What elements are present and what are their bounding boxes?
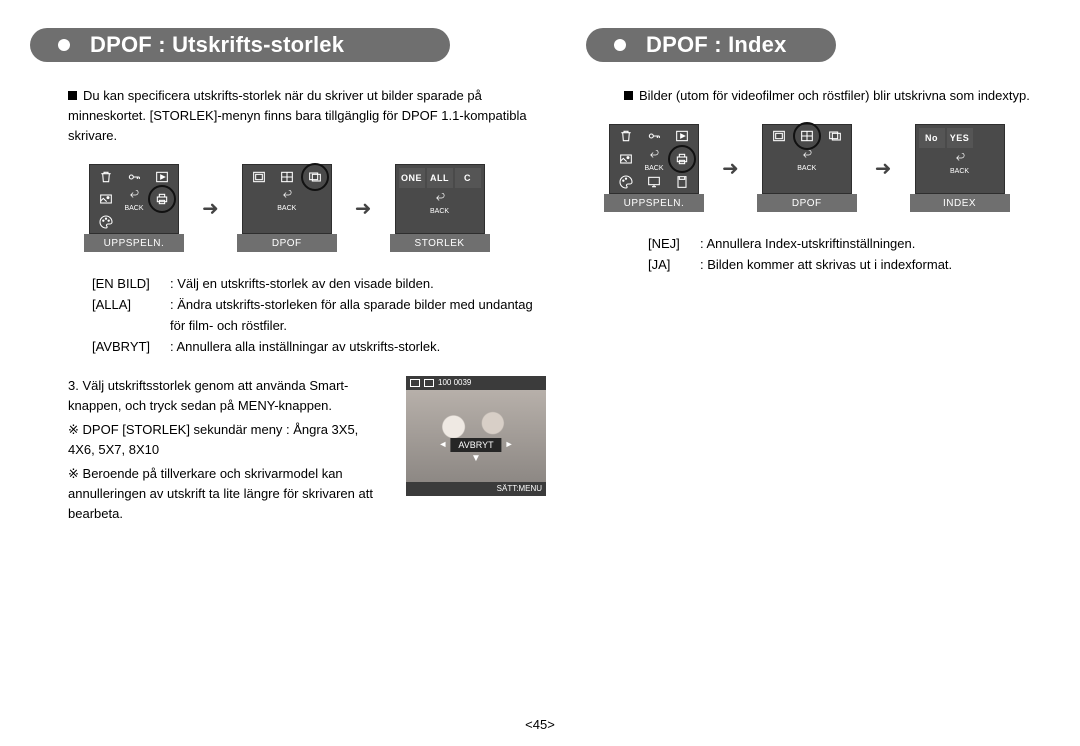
def-term: [EN BILD] — [92, 274, 170, 295]
preview-set-label: SÄTT:MENU — [497, 484, 542, 493]
lcd-preview: 100 0039 AVBRYT ▼ SÄTT:MENU — [406, 376, 546, 496]
heading-title: DPOF : Index — [646, 32, 787, 58]
printer-icon — [669, 147, 695, 172]
intro-paragraph: Bilder (utom för videofilmer och röstfil… — [624, 86, 1050, 106]
menu-label: DPOF — [757, 194, 857, 212]
definition-list: [NEJ]: Annullera Index-utskriftinställni… — [648, 234, 1050, 276]
def-term: [AVBRYT] — [92, 337, 170, 358]
arrow-icon: ➜ — [722, 156, 739, 181]
size-header-one: ONE — [399, 168, 425, 188]
play-icon — [149, 168, 175, 185]
grid-icon — [274, 168, 300, 185]
definition-list: [EN BILD]: Välj en utskrifts-storlek av … — [92, 274, 546, 357]
def-term: [NEJ] — [648, 234, 700, 255]
section-heading: DPOF : Utskrifts-storlek — [30, 28, 546, 66]
def-term: [ALLA] — [92, 295, 170, 337]
printer-icon — [149, 187, 175, 212]
card-icon — [669, 174, 695, 191]
screen-icon — [641, 174, 667, 191]
step-number: 3. — [68, 378, 79, 393]
image-icon — [93, 187, 119, 212]
key-icon — [641, 128, 667, 145]
trash-icon — [93, 168, 119, 185]
preview-label: AVBRYT — [450, 438, 501, 452]
menu-dpof: BACK DPOF — [237, 164, 337, 252]
single-icon — [766, 128, 792, 145]
menu-uppspeln: BACK UPPSPELN. — [84, 164, 184, 252]
preview-counter: 100 0039 — [438, 378, 471, 387]
def-term: [JA] — [648, 255, 700, 276]
arrow-icon: ➜ — [355, 196, 372, 221]
trash-icon — [613, 128, 639, 145]
play-icon — [669, 128, 695, 145]
index-header-yes: YES — [947, 128, 973, 148]
arrow-icon: ➜ — [202, 196, 219, 221]
back-icon: BACK — [919, 150, 1001, 175]
back-icon: BACK — [399, 190, 481, 215]
heading-title: DPOF : Utskrifts-storlek — [90, 32, 344, 58]
back-icon: BACK — [246, 187, 328, 212]
menu-index: No YES BACK INDEX — [910, 124, 1010, 212]
menu-label: INDEX — [910, 194, 1010, 212]
section-heading: DPOF : Index — [586, 28, 1050, 66]
arrow-icon: ➜ — [875, 156, 892, 181]
def-desc: : Välj en utskrifts-storlek av den visad… — [170, 274, 434, 295]
key-icon — [121, 168, 147, 185]
back-icon: BACK — [121, 187, 147, 212]
def-desc: : Bilden kommer att skrivas ut i indexfo… — [700, 255, 952, 276]
def-desc: : Ändra utskrifts-storleken för alla spa… — [170, 295, 546, 337]
menu-label: STORLEK — [390, 234, 490, 252]
menu-dpof: BACK DPOF — [757, 124, 857, 212]
def-desc: : Annullera alla inställningar av utskri… — [170, 337, 440, 358]
palette-icon — [613, 174, 639, 191]
def-desc: : Annullera Index-utskriftinställningen. — [700, 234, 915, 255]
menu-label: UPPSPELN. — [604, 194, 704, 212]
menu-label: DPOF — [237, 234, 337, 252]
back-icon: BACK — [766, 147, 848, 172]
back-label: BACK — [124, 205, 143, 212]
palette-icon — [93, 214, 119, 231]
intro-paragraph: Du kan specificera utskrifts-storlek när… — [68, 86, 546, 146]
menu-uppspeln: BACK UPPSPELN. — [604, 124, 704, 212]
single-icon — [246, 168, 272, 185]
intro-text: Bilder (utom för videofilmer och röstfil… — [639, 88, 1030, 103]
grid-icon — [794, 128, 820, 145]
step3-text: 3. Välj utskriftsstorlek genom att använ… — [68, 376, 388, 529]
page-number: <45> — [525, 717, 555, 732]
image-icon — [613, 147, 639, 172]
overlay-icon — [302, 168, 328, 185]
size-header-c: C — [455, 168, 481, 188]
index-header-no: No — [919, 128, 945, 148]
size-header-all: ALL — [427, 168, 453, 188]
intro-text: Du kan specificera utskrifts-storlek när… — [68, 88, 527, 143]
menu-label: UPPSPELN. — [84, 234, 184, 252]
back-icon: BACK — [641, 147, 667, 172]
menu-storlek: ONE ALL C BACK STORLEK — [390, 164, 490, 252]
overlay-icon — [822, 128, 848, 145]
